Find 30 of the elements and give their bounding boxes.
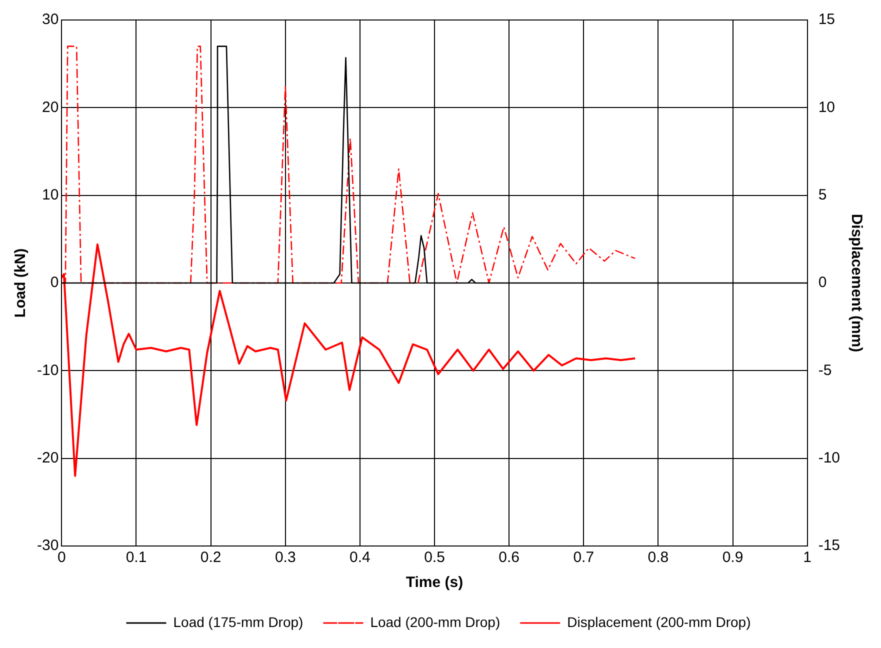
x-tick-label: 0.6 (498, 549, 520, 566)
x-tick-label: 0.4 (350, 549, 370, 566)
x-tick-label: 0.5 (424, 549, 445, 566)
y2-tick-label: 15 (818, 11, 836, 28)
y-tick-label: 10 (42, 186, 59, 204)
x-tick-label: 0.3 (274, 549, 296, 566)
y2-tick-label: 5 (818, 186, 827, 204)
y-tick-label: -10 (36, 362, 59, 379)
y-axis-title: Load (kN) (12, 248, 30, 318)
x-tick-label: 0.2 (200, 549, 222, 566)
legend-label: Load (200-mm Drop) (370, 614, 500, 630)
y2-axis-title: Displacement (mm) (848, 214, 865, 352)
y-tick-label: 20 (42, 98, 59, 116)
y2-tick-label: -10 (818, 449, 840, 466)
y2-tick-label: -15 (818, 537, 840, 554)
y-tick-label: -30 (36, 537, 59, 554)
y2-tick-label: 10 (818, 98, 836, 116)
x-tick-label: 0.8 (648, 549, 669, 566)
y-tick-label: -20 (36, 449, 59, 466)
y-tick-label: 30 (42, 11, 59, 28)
y2-tick-label: 0 (818, 274, 827, 292)
legend-label: Displacement (200-mm Drop) (567, 614, 751, 630)
x-tick-label: 1 (803, 549, 812, 566)
x-axis-title: Time (s) (406, 574, 464, 592)
y2-tick-label: -5 (818, 362, 832, 379)
x-tick-label: 0.9 (722, 549, 744, 566)
x-tick-label: 0.7 (573, 549, 594, 566)
x-tick-label: 0.1 (126, 549, 147, 566)
legend-label: Load (175-mm Drop) (173, 614, 304, 630)
y-tick-label: 0 (50, 274, 59, 292)
